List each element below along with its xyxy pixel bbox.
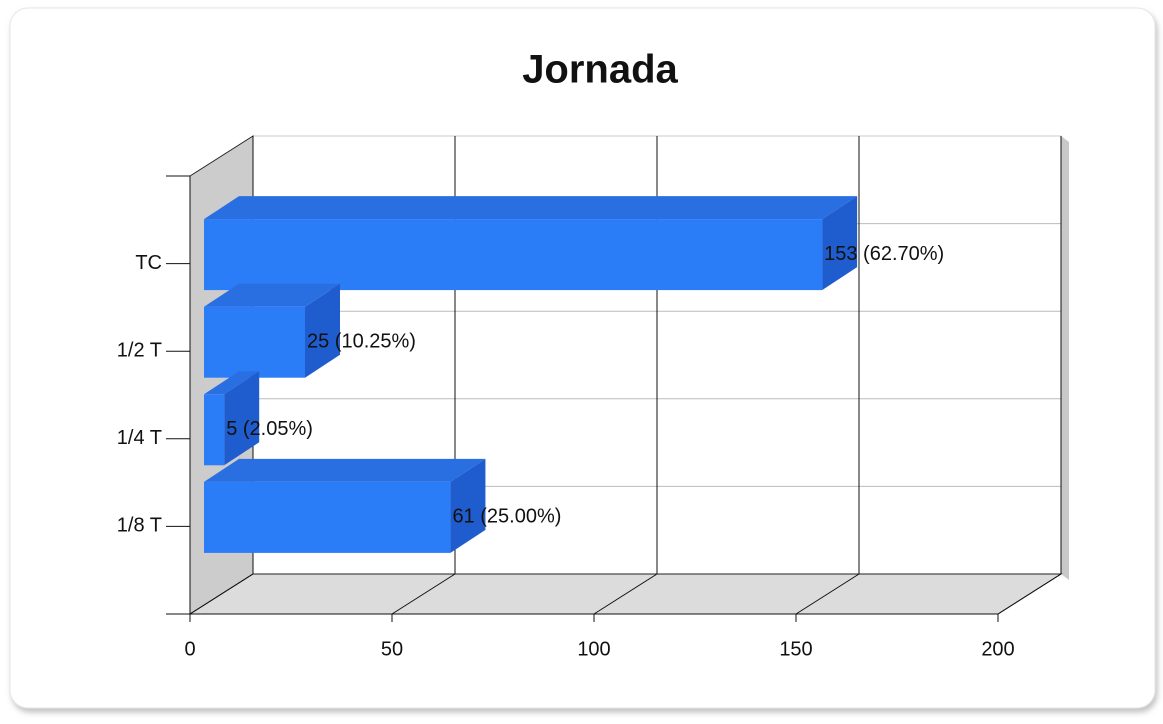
bar-top bbox=[204, 371, 260, 395]
bar-top bbox=[204, 196, 858, 220]
chart-title: Jornada bbox=[522, 48, 678, 92]
grid-line-floor bbox=[997, 573, 1062, 615]
bar-side bbox=[224, 371, 260, 466]
y-tick-label: 1/2 T bbox=[117, 339, 162, 361]
plot: 0 50 100 150 200 TC 153 (62.70%) 1/2 T 25 (10.25… bbox=[117, 135, 1069, 660]
data-label: 5 (2.05%) bbox=[226, 418, 313, 440]
x-tick-label: 100 bbox=[577, 638, 610, 660]
grid-line-floor bbox=[391, 573, 456, 615]
y-tick-label: TC bbox=[135, 252, 162, 274]
bar-side bbox=[450, 458, 486, 553]
grid-line-floor bbox=[189, 573, 254, 615]
x-tick-label: 150 bbox=[779, 638, 812, 660]
bar-top bbox=[204, 458, 486, 482]
x-tick-label: 50 bbox=[381, 638, 403, 660]
y-tick-label: 1/8 T bbox=[117, 515, 162, 537]
bar-side bbox=[305, 283, 340, 378]
bar bbox=[204, 394, 225, 466]
bar bbox=[204, 481, 451, 553]
bar-side bbox=[822, 196, 858, 291]
data-label: 61 (25.00%) bbox=[452, 506, 561, 528]
x-tick-label: 0 bbox=[184, 638, 195, 660]
y-tick-label: 1/4 T bbox=[117, 427, 162, 449]
data-label: 25 (10.25%) bbox=[307, 330, 416, 352]
back-wall-shadow bbox=[1061, 136, 1069, 580]
grid-line-floor bbox=[795, 573, 860, 615]
bar bbox=[204, 306, 305, 378]
grid-line-floor bbox=[593, 573, 658, 615]
data-label: 153 (62.70%) bbox=[824, 243, 944, 265]
bar bbox=[204, 219, 823, 291]
bar-top bbox=[204, 283, 340, 307]
x-tick-label: 200 bbox=[981, 638, 1014, 660]
